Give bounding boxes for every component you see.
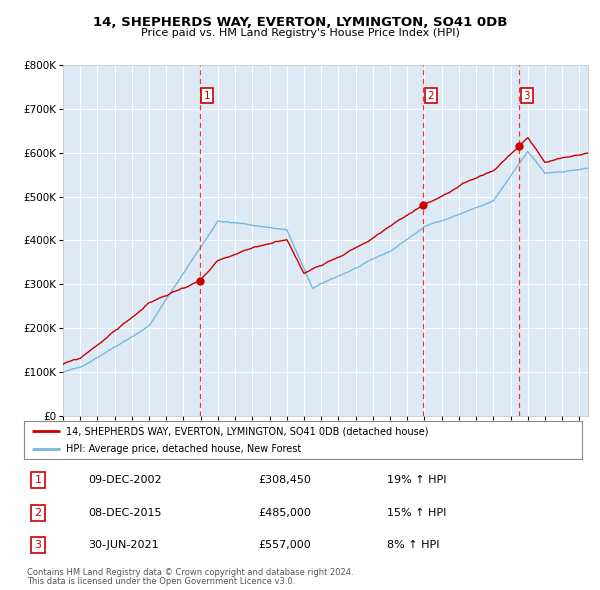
Text: This data is licensed under the Open Government Licence v3.0.: This data is licensed under the Open Gov… [27, 577, 295, 586]
Text: 19% ↑ HPI: 19% ↑ HPI [387, 475, 446, 485]
Text: £308,450: £308,450 [259, 475, 311, 485]
Text: 14, SHEPHERDS WAY, EVERTON, LYMINGTON, SO41 0DB: 14, SHEPHERDS WAY, EVERTON, LYMINGTON, S… [93, 16, 507, 29]
Text: 08-DEC-2015: 08-DEC-2015 [88, 508, 161, 517]
Text: 8% ↑ HPI: 8% ↑ HPI [387, 540, 439, 550]
Text: 09-DEC-2002: 09-DEC-2002 [88, 475, 162, 485]
Text: HPI: Average price, detached house, New Forest: HPI: Average price, detached house, New … [66, 444, 301, 454]
Text: 1: 1 [204, 91, 211, 101]
Text: £485,000: £485,000 [259, 508, 311, 517]
Text: 1: 1 [34, 475, 41, 485]
Text: 3: 3 [523, 91, 530, 101]
Text: £557,000: £557,000 [259, 540, 311, 550]
Text: 15% ↑ HPI: 15% ↑ HPI [387, 508, 446, 517]
Text: Contains HM Land Registry data © Crown copyright and database right 2024.: Contains HM Land Registry data © Crown c… [27, 568, 353, 576]
Text: 14, SHEPHERDS WAY, EVERTON, LYMINGTON, SO41 0DB (detached house): 14, SHEPHERDS WAY, EVERTON, LYMINGTON, S… [66, 427, 428, 437]
Text: 3: 3 [34, 540, 41, 550]
Text: 2: 2 [428, 91, 434, 101]
Text: Price paid vs. HM Land Registry's House Price Index (HPI): Price paid vs. HM Land Registry's House … [140, 28, 460, 38]
Text: 2: 2 [34, 508, 41, 517]
Text: 30-JUN-2021: 30-JUN-2021 [88, 540, 159, 550]
